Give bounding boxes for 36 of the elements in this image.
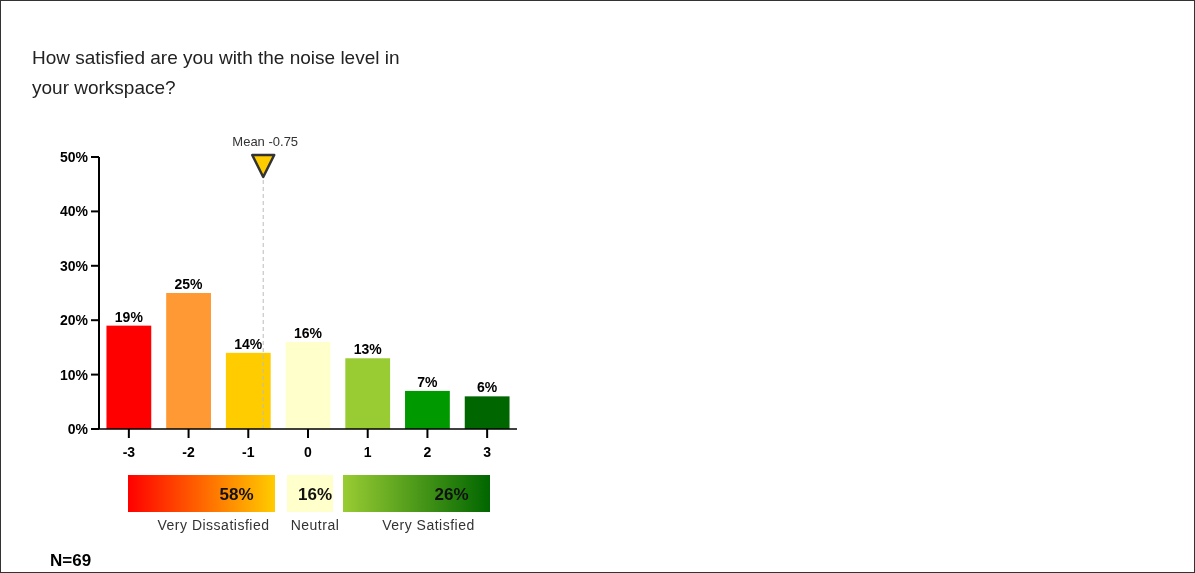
x-tick-label: -1: [242, 444, 255, 460]
x-tick-label: 1: [363, 444, 372, 460]
bar: [166, 293, 211, 429]
data-label: 26%: [434, 485, 469, 504]
x-tick-label: 2: [423, 444, 432, 460]
data-label: 7%: [417, 373, 439, 390]
bar: [285, 341, 331, 429]
data-label: 16%: [293, 324, 323, 341]
x-tick-label: 3: [483, 444, 492, 460]
y-tick-label: 30%: [59, 257, 89, 274]
bar: [464, 396, 510, 429]
data-label: 6%: [477, 379, 498, 396]
data-label: 19%: [114, 308, 144, 325]
data-label: 13%: [353, 341, 383, 358]
y-tick-label: 40%: [59, 203, 89, 220]
y-tick-label: 20%: [59, 312, 89, 329]
bar: [405, 390, 450, 429]
y-tick-label: 50%: [59, 149, 89, 165]
category-label: Neutral: [290, 517, 340, 533]
bar: [106, 325, 152, 429]
y-tick-label: 0%: [67, 421, 89, 437]
category-label: Very Dissatisfied: [157, 517, 270, 533]
category-label: Very Satisfied: [382, 517, 475, 533]
x-tick-label: -2: [182, 444, 196, 460]
bar: [345, 358, 391, 429]
text: N=69: [50, 551, 92, 570]
data-label: 58%: [219, 485, 254, 504]
ref-line-label: Mean -0.75: [232, 134, 299, 149]
y-tick-label: 10%: [59, 366, 89, 383]
x-tick-label: 0: [304, 444, 313, 460]
data-label: 16%: [297, 485, 333, 504]
bar: [225, 352, 271, 429]
data-label: 25%: [174, 276, 204, 292]
chart-title: How satisfied are you with the noise level in your workspace?: [32, 47, 400, 98]
x-tick-label: -3: [122, 444, 136, 460]
data-label: 14%: [234, 335, 263, 352]
